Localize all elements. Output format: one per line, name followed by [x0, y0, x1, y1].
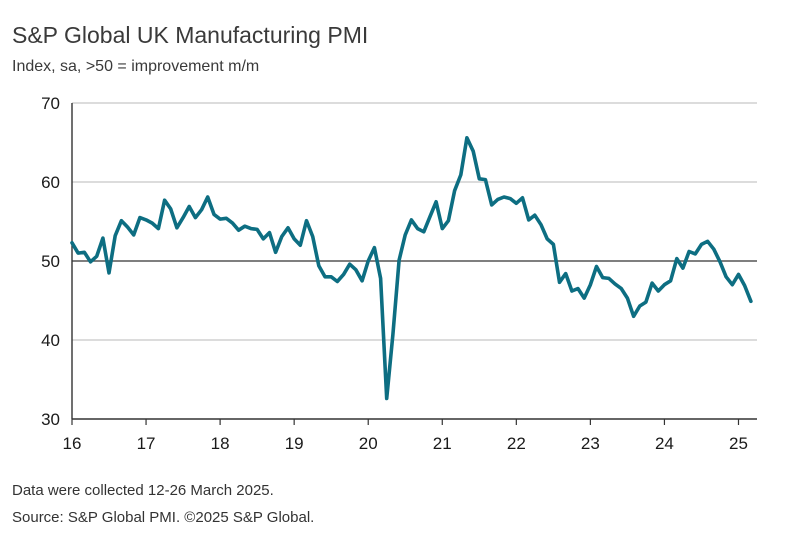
series-line-pmi: [70, 136, 753, 401]
source-note: Source: S&P Global PMI. ©2025 S&P Global…: [12, 509, 315, 526]
x-tick-label-22: 22: [507, 434, 526, 453]
gridlines: [72, 102, 757, 341]
x-tick-label-24: 24: [655, 434, 674, 453]
x-tick-label-21: 21: [433, 434, 452, 453]
x-tick-label-23: 23: [581, 434, 600, 453]
x-tick-label-18: 18: [211, 434, 230, 453]
x-tick-label-25: 25: [729, 434, 748, 453]
x-tick-label-20: 20: [359, 434, 378, 453]
chart-subtitle: Index, sa, >50 = improvement m/m: [12, 58, 260, 75]
data-collection-note: Data were collected 12-26 March 2025.: [12, 482, 274, 499]
x-tick-label-17: 17: [137, 434, 156, 453]
axes: [71, 103, 757, 425]
y-tick-label-30: 30: [41, 410, 60, 429]
x-tick-label-16: 16: [63, 434, 82, 453]
chart-title: S&P Global UK Manufacturing PMI: [12, 22, 369, 48]
series-layer: [70, 136, 753, 401]
y-tick-label-50: 50: [41, 252, 60, 271]
x-tick-label-19: 19: [285, 434, 304, 453]
tick-labels: 30 40 50 60 70 16 17 18 19 20 21 22 23 24 25: [41, 94, 748, 453]
y-tick-label-70: 70: [41, 94, 60, 113]
y-tick-label-60: 60: [41, 173, 60, 192]
y-tick-label-40: 40: [41, 331, 60, 350]
